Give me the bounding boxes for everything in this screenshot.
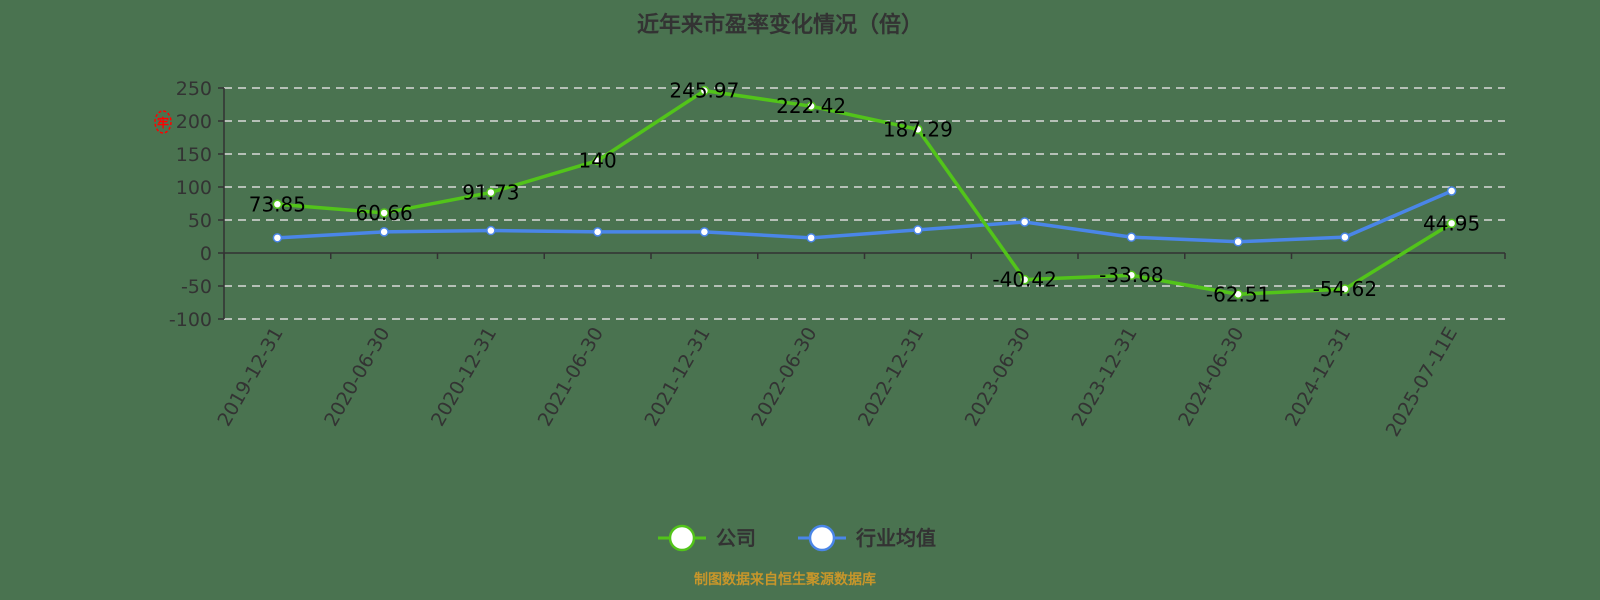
data-point[interactable] [913, 124, 923, 135]
x-tick-label: 2020-06-30 [320, 324, 394, 431]
x-tick-label: 2021-12-31 [640, 324, 714, 431]
x-tick-label: 2023-06-30 [961, 324, 1035, 431]
series-lines [272, 85, 1457, 300]
data-label: -62.51 [1206, 282, 1270, 306]
x-tick-label: 2024-12-31 [1281, 324, 1355, 431]
data-point[interactable] [592, 155, 603, 166]
data-label: 245.97 [669, 79, 739, 103]
data-label: 187.29 [883, 117, 953, 141]
data-label: -54.62 [1313, 277, 1377, 301]
legend-label: 行业均值 [855, 526, 936, 550]
chart-title: 近年来市盈率变化情况（倍） [637, 12, 923, 38]
series-line [277, 189, 1453, 244]
data-point[interactable] [1126, 270, 1137, 280]
x-axis: 2019-12-31 2020-06-30 2020-12-31 2021-06-30… [213, 252, 1506, 441]
data-label: -40.42 [992, 268, 1056, 292]
legend-label: 公司 [716, 526, 756, 550]
x-tick-label: 2024-06-30 [1174, 324, 1248, 431]
legend-item[interactable]: 行业均值 [798, 524, 936, 552]
data-point[interactable] [699, 227, 710, 237]
y-tick-label: 50 [188, 210, 212, 232]
data-point[interactable] [379, 227, 389, 237]
legend-marker-icon [808, 524, 836, 552]
data-point[interactable] [486, 225, 496, 236]
data-point[interactable] [1126, 232, 1137, 242]
y-tick-label: -100 [169, 309, 212, 331]
data-point[interactable] [379, 208, 389, 218]
x-tick-label: 2022-12-31 [854, 324, 928, 431]
x-tick-label: 2023-12-31 [1067, 324, 1141, 431]
watermark-stamp-icon: 牢 [154, 110, 172, 134]
data-label: 140 [579, 149, 617, 173]
data-point[interactable] [1340, 284, 1350, 294]
data-point[interactable] [592, 227, 603, 237]
data-point[interactable] [272, 233, 283, 243]
y-tick-label: 200 [176, 111, 212, 133]
data-point[interactable] [486, 187, 496, 198]
data-point[interactable] [1233, 289, 1243, 300]
data-label: 222.42 [776, 94, 846, 118]
y-tick-label: 250 [176, 78, 212, 100]
data-point[interactable] [699, 85, 710, 96]
data-point[interactable] [806, 233, 816, 243]
data-point[interactable] [913, 225, 923, 235]
data-label: -33.68 [1099, 263, 1163, 287]
data-point[interactable] [1233, 237, 1243, 247]
x-tick-label: 2021-06-30 [534, 324, 608, 431]
x-tick-label: 2025-07-11E [1382, 324, 1462, 441]
data-point[interactable] [1340, 232, 1350, 242]
data-point[interactable] [1019, 217, 1030, 227]
source-note: 制图数据来自恒生聚源数据库 [694, 571, 876, 588]
legend: 公司 行业均值 [658, 524, 936, 552]
data-label: 91.73 [462, 180, 519, 204]
y-axis: 250 200 150 100 50 0 -50 -100 [169, 78, 225, 331]
data-point[interactable] [1446, 218, 1457, 229]
data-point[interactable] [1446, 186, 1457, 196]
data-label: 60.66 [355, 201, 412, 225]
series-line [277, 88, 1453, 297]
legend-item[interactable]: 公司 [658, 524, 756, 552]
y-tick-label: 100 [176, 177, 212, 199]
x-tick-label: 2020-12-31 [427, 324, 501, 431]
data-point[interactable] [806, 101, 816, 111]
x-tick-label: 2019-12-31 [213, 324, 287, 431]
svg-text:牢: 牢 [157, 115, 169, 130]
y-tick-label: -50 [181, 276, 212, 298]
data-point[interactable] [1019, 274, 1030, 285]
y-tick-label: 150 [176, 144, 212, 166]
grid-lines [224, 87, 1505, 320]
legend-marker-icon [668, 524, 696, 552]
data-label: 73.85 [249, 192, 306, 216]
y-tick-label: 0 [200, 243, 212, 265]
data-label: 44.95 [1423, 211, 1480, 235]
data-point[interactable] [272, 199, 283, 210]
data-labels: 73.85 60.66 91.73 140 245.97 222.42 187.29 -40.… [249, 79, 1481, 307]
x-tick-label: 2022-06-30 [747, 324, 821, 431]
